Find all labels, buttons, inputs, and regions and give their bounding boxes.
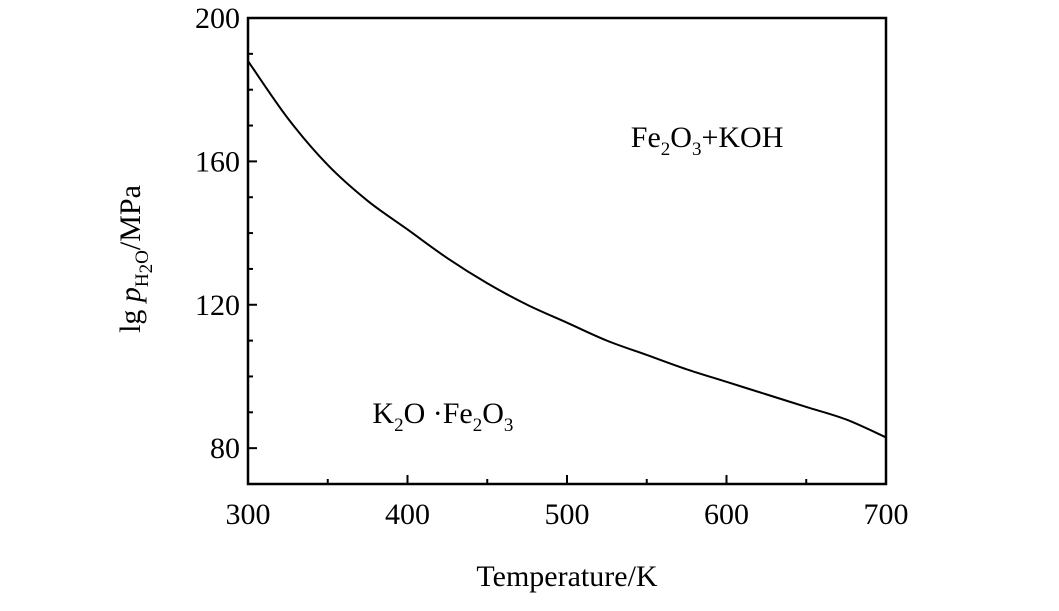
axes (246, 16, 888, 486)
label-text: K (372, 397, 394, 430)
x-axis-label: Temperature/K (476, 560, 657, 593)
plot-frame (246, 16, 888, 486)
subscript: 3 (504, 415, 514, 436)
series (247, 60, 887, 439)
x-tick-label: 500 (545, 498, 590, 531)
subscript: 2 (473, 415, 483, 436)
label-text: O (482, 397, 504, 430)
y-tick-label: 160 (195, 145, 240, 178)
y-tick-label: 200 (195, 2, 240, 35)
label-text: O ·Fe (404, 397, 473, 430)
y-axis-label-sub3: O (132, 250, 153, 264)
x-tick-label: 300 (226, 498, 271, 531)
x-tick-label: 400 (385, 498, 430, 531)
y-axis-label-suffix: /MPa (114, 185, 147, 250)
subscript: 2 (394, 415, 404, 436)
y-axis-label-prefix: lg (114, 302, 147, 333)
x-tick-label: 600 (704, 498, 749, 531)
region-label-k2o-fe2o3: K2O ·Fe2O3 (372, 397, 513, 436)
tick-labels: 300 400 500 600 700 80 120 160 200 (195, 2, 909, 531)
y-axis-label: lg pH2O/MPa (114, 185, 157, 333)
subscript: 3 (692, 139, 702, 160)
label-text: Fe (631, 121, 661, 154)
label-text: +KOH (701, 121, 783, 154)
subscript: 2 (661, 139, 671, 160)
ticks (247, 17, 887, 484)
y-tick-label: 80 (210, 432, 240, 465)
y-tick-label: 120 (195, 289, 240, 322)
phase-boundary-curve (247, 60, 887, 439)
region-label-fe2o3-koh: Fe2O3+KOH (631, 121, 784, 160)
y-axis-label-sub: H (132, 273, 153, 287)
y-axis-label-var: p (114, 287, 147, 304)
y-axis-label-sub2: 2 (136, 264, 157, 274)
x-tick-label: 700 (864, 498, 909, 531)
label-text: O (670, 121, 692, 154)
